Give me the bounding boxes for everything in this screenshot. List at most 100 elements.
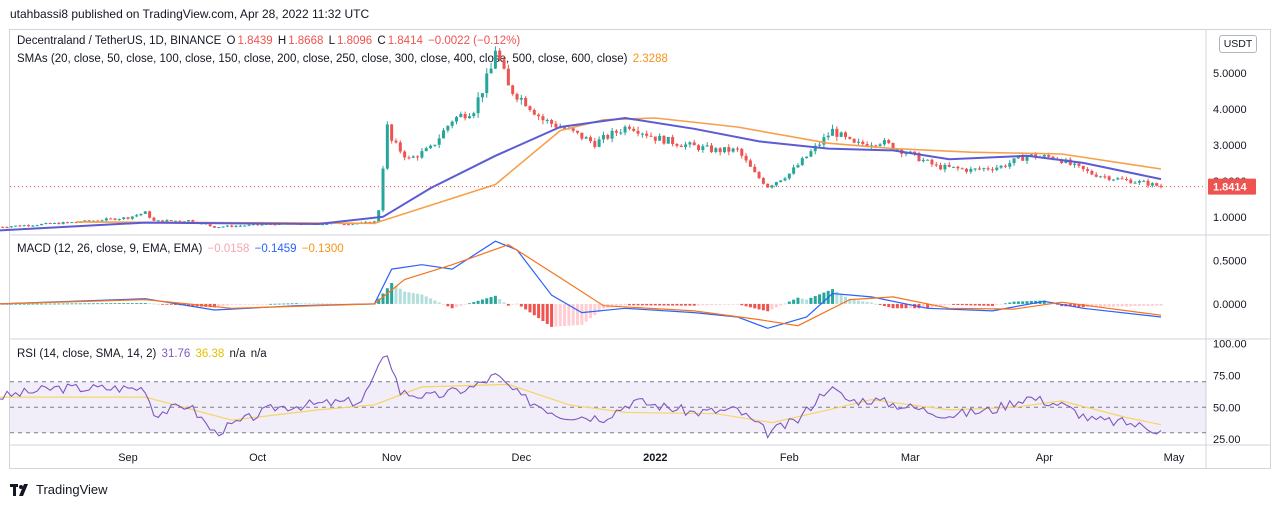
candle-body: [727, 147, 731, 152]
candle-body: [1116, 178, 1120, 180]
candle-body: [122, 217, 126, 220]
candle-body: [839, 132, 843, 137]
macd-histogram-bar: [532, 303, 536, 316]
macd-histogram-bar: [844, 296, 848, 304]
candle-body: [653, 136, 657, 141]
macd-histogram-bar: [1150, 303, 1154, 306]
sma-label[interactable]: SMAs (20, close, 50, close, 100, close, …: [17, 53, 628, 65]
macd-label[interactable]: MACD (12, 26, close, 9, EMA, EMA): [17, 243, 203, 255]
macd-histogram-bar: [601, 303, 605, 309]
time-axis-tick-label: Nov: [382, 452, 402, 464]
macd-histogram-bar: [433, 300, 437, 304]
candle-body: [697, 145, 701, 151]
macd-histogram-bar: [861, 301, 865, 304]
candle-body: [5, 227, 9, 229]
rsi-axis-tick-label: 50.00: [1213, 402, 1241, 414]
candle-body: [65, 222, 69, 224]
candle-body: [450, 121, 454, 126]
candle-body: [519, 97, 523, 100]
candle-body: [459, 113, 463, 118]
candle-body: [174, 220, 178, 222]
macd-histogram-bar: [143, 303, 147, 304]
candle-body: [1111, 179, 1115, 181]
macd-histogram-bar: [269, 303, 273, 305]
candle-body: [511, 85, 515, 94]
candle-body: [943, 164, 947, 170]
tradingview-logo[interactable]: TradingView: [10, 482, 108, 497]
sma-value: 2.3288: [632, 53, 668, 65]
candle-body: [381, 168, 385, 211]
macd-histogram-bar: [44, 303, 48, 305]
macd-histogram-bar: [109, 303, 113, 305]
candle-body: [757, 172, 761, 179]
macd-histogram-bar: [122, 303, 126, 304]
macd-histogram-bar: [558, 303, 562, 327]
macd-histogram-bar: [57, 303, 61, 305]
candle-body: [243, 225, 247, 227]
chart-frame: [9, 29, 1271, 469]
macd-histogram-bar: [818, 294, 822, 304]
candle-body: [809, 151, 813, 157]
candle-body: [735, 148, 739, 150]
macd-histogram-bar: [385, 288, 389, 304]
macd-histogram-bar: [744, 303, 748, 307]
macd-histogram-bar: [809, 297, 813, 304]
macd-histogram-bar: [459, 303, 463, 306]
candle-body: [718, 148, 722, 153]
candle-body: [398, 142, 402, 152]
macd-histogram-bar: [135, 303, 139, 304]
candle-body: [442, 130, 446, 139]
candle-body: [1137, 180, 1141, 183]
macd-histogram-bar: [731, 303, 735, 305]
candle-body: [990, 169, 994, 171]
macd-histogram-bar: [675, 303, 679, 306]
macd-histogram-bar: [1068, 303, 1072, 307]
macd-histogram-bar: [40, 303, 44, 305]
price-axis-tick-label: 4.0000: [1213, 104, 1247, 116]
candle-body: [688, 142, 692, 145]
macd-histogram-bar: [1047, 301, 1051, 304]
symbol-label[interactable]: Decentraland / TetherUS, 1D, BINANCE: [17, 35, 222, 47]
macd-histogram-bar: [839, 294, 843, 304]
macd-histogram-bar: [1137, 303, 1141, 307]
candle-body: [606, 134, 610, 139]
macd-histogram-bar: [567, 303, 571, 326]
macd-histogram-bar: [1146, 303, 1150, 306]
macd-histogram-bar: [960, 303, 964, 306]
macd-histogram-bar: [740, 303, 744, 306]
time-axis-tick-label: Sep: [118, 452, 138, 464]
candle-body: [22, 225, 26, 227]
candle-body: [761, 178, 765, 184]
price-axis-tick-label: 1.0000: [1213, 212, 1247, 224]
candle-body: [256, 224, 260, 226]
macd-histogram-bar: [312, 303, 316, 305]
candle-body: [1129, 179, 1133, 184]
macd-histogram-bar: [70, 303, 74, 305]
candle-body: [550, 120, 554, 124]
macd-histogram-bar: [506, 303, 510, 306]
candle-body: [995, 167, 999, 170]
candle-body: [1142, 180, 1146, 182]
macd-histogram-bar: [965, 303, 969, 306]
candle-body: [230, 225, 234, 227]
rsi-label[interactable]: RSI (14, close, SMA, 14, 2): [17, 348, 157, 360]
macd-histogram-bar: [5, 303, 9, 305]
macd-histogram-bar: [614, 303, 618, 307]
macd-histogram-bar: [947, 303, 951, 305]
candle-body: [710, 145, 714, 152]
macd-histogram-bar: [467, 303, 471, 305]
candle-body: [1094, 174, 1098, 177]
candle-body: [1120, 178, 1124, 180]
macd-histogram-bar: [939, 303, 943, 307]
low-value: 1.8096: [336, 35, 373, 47]
candle-body: [35, 225, 39, 227]
macd-histogram-bar: [251, 303, 255, 305]
macd-histogram-bar: [761, 303, 765, 311]
currency-button[interactable]: USDT: [1219, 35, 1257, 53]
candle-body: [684, 144, 688, 148]
macd-histogram-bar: [874, 303, 878, 305]
candle-body: [1146, 180, 1150, 186]
macd-histogram-bar: [502, 302, 506, 304]
macd-histogram-bar: [796, 297, 800, 304]
